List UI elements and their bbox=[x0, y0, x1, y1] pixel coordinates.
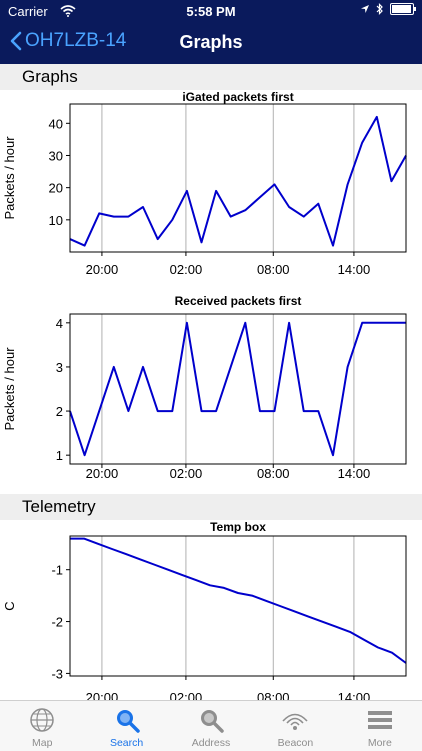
chart-title: iGated packets first bbox=[182, 90, 293, 104]
status-right bbox=[360, 3, 416, 15]
section-title-graphs: Graphs bbox=[22, 67, 78, 86]
chart-title: Received packets first bbox=[175, 294, 302, 308]
location-arrow-icon bbox=[361, 5, 369, 13]
x-tick-label: 08:00 bbox=[257, 262, 290, 277]
plot-frame bbox=[69, 103, 407, 253]
y-tick-label: -3 bbox=[51, 666, 63, 681]
y-tick-label: 40 bbox=[49, 116, 63, 131]
status-bar: Carrier 5:58 PM bbox=[0, 0, 422, 22]
wifi-icon bbox=[60, 5, 76, 17]
tab-address-label: Address bbox=[191, 737, 231, 749]
beacon-icon bbox=[282, 713, 309, 730]
y-tick-label: 30 bbox=[49, 148, 63, 163]
top-bar: Carrier 5:58 PM OH7LZB-14 Graphs bbox=[0, 0, 422, 64]
tab-search[interactable]: Search bbox=[84, 701, 168, 751]
section-header-telemetry: Telemetry bbox=[0, 494, 422, 520]
tab-address[interactable]: Address bbox=[169, 701, 253, 751]
search-icon bbox=[116, 710, 140, 733]
y-axis-label: Packets / hour bbox=[2, 347, 17, 431]
y-tick-label: 10 bbox=[49, 213, 63, 228]
y-tick-label: 20 bbox=[49, 181, 63, 196]
more-icon bbox=[367, 711, 392, 729]
bluetooth-icon bbox=[376, 3, 383, 15]
back-button[interactable]: OH7LZB-14 bbox=[10, 30, 126, 52]
tab-search-label: Search bbox=[109, 737, 144, 749]
page-title: Graphs bbox=[179, 32, 243, 52]
x-tick-label: 20:00 bbox=[86, 690, 119, 700]
tab-map[interactable]: Map bbox=[0, 701, 84, 751]
y-tick-label: 1 bbox=[56, 448, 63, 463]
carrier-label: Carrier bbox=[8, 4, 48, 19]
x-tick-label: 20:00 bbox=[86, 262, 119, 277]
x-tick-label: 02:00 bbox=[170, 262, 203, 277]
plot-frame bbox=[69, 313, 407, 465]
tab-bar: Map Search Address Beacon Mor bbox=[0, 700, 422, 751]
magnifier-icon bbox=[201, 710, 224, 733]
battery-icon bbox=[390, 3, 416, 15]
plot-frame bbox=[69, 535, 407, 677]
series-line bbox=[70, 537, 407, 664]
x-tick-label: 08:00 bbox=[257, 690, 290, 700]
y-tick-label: 3 bbox=[56, 360, 63, 375]
globe-icon bbox=[30, 708, 54, 732]
x-tick-label: 08:00 bbox=[257, 466, 290, 481]
x-tick-label: 14:00 bbox=[338, 690, 371, 700]
x-tick-label: 20:00 bbox=[86, 466, 119, 481]
navigation-bar: OH7LZB-14 Graphs bbox=[0, 22, 422, 64]
y-tick-label: 2 bbox=[56, 404, 63, 419]
x-tick-label: 14:00 bbox=[338, 466, 371, 481]
y-tick-label: -1 bbox=[51, 563, 63, 578]
y-axis-label: C bbox=[2, 601, 17, 610]
tab-more[interactable]: More bbox=[338, 701, 422, 751]
tab-beacon-label: Beacon bbox=[277, 737, 314, 749]
tab-beacon[interactable]: Beacon bbox=[253, 701, 337, 751]
chart-igated-packets: iGated packets first Packets / hour 20:00 0… bbox=[2, 90, 407, 277]
plot-area bbox=[69, 535, 407, 677]
chart-received-packets: Received packets first Packets / hour 20:0… bbox=[2, 294, 407, 481]
y-tick-label: 4 bbox=[56, 316, 63, 331]
y-tick-label: -2 bbox=[51, 615, 63, 630]
y-axis-label: Packets / hour bbox=[2, 136, 17, 220]
x-tick-label: 02:00 bbox=[170, 466, 203, 481]
chart-temp-box: Temp box C 20:00 02:00 08:00 14:00 -1 -2 -3 bbox=[2, 520, 407, 700]
x-tick-label: 02:00 bbox=[170, 690, 203, 700]
section-title-telemetry: Telemetry bbox=[22, 497, 96, 516]
series-line bbox=[69, 321, 406, 457]
chart-title: Temp box bbox=[210, 520, 266, 534]
back-button-label: OH7LZB-14 bbox=[25, 30, 127, 51]
plot-area bbox=[69, 103, 407, 253]
x-tick-label: 14:00 bbox=[338, 262, 371, 277]
chevron-left-icon bbox=[10, 31, 22, 51]
tab-map-label: Map bbox=[31, 737, 53, 749]
section-header-graphs: Graphs bbox=[0, 64, 422, 90]
status-time: 5:58 PM bbox=[186, 4, 236, 19]
tab-more-label: More bbox=[367, 737, 392, 749]
series-line bbox=[69, 115, 407, 247]
